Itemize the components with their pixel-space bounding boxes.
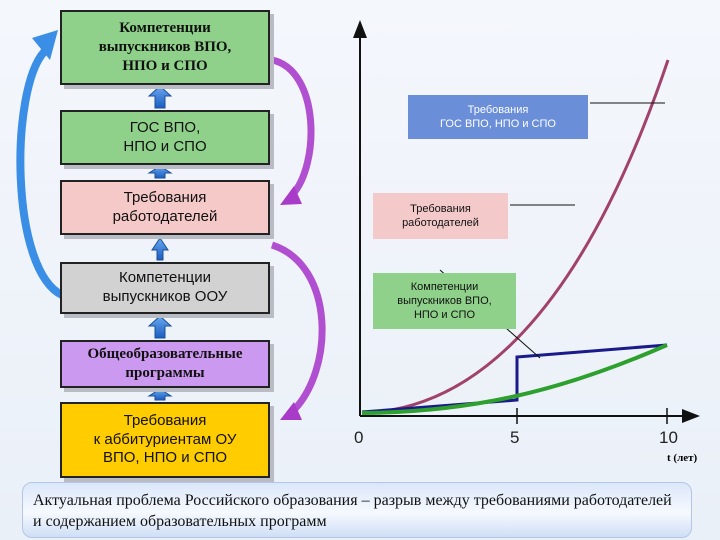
connector-arrows xyxy=(147,85,173,401)
box-competencies-oou: Компетенции выпускников ООУ xyxy=(60,262,270,314)
right-loop-arrowhead-upper xyxy=(280,186,302,205)
right-loop-arrow-lower xyxy=(270,241,326,415)
x-tick-label-0: 0 xyxy=(354,428,364,447)
left-loop-arrow xyxy=(16,48,66,299)
box-employer-requirements: Требования работодателей xyxy=(60,180,270,235)
box-applicant-requirements-text: Требования к аббитуриентам ОУ ВПО, НПО и… xyxy=(93,411,237,467)
box-competencies-vpo: Компетенции выпускников ВПО, НПО и СПО xyxy=(60,10,270,85)
graph-label-employer-requirements: Требования работодателей xyxy=(373,193,508,239)
box-gos: ГОС ВПО, НПО и СПО xyxy=(60,110,270,165)
program-curve xyxy=(361,343,668,415)
x-axis-label: t (лет) xyxy=(667,452,698,464)
box-employer-requirements-text: Требования работодателей xyxy=(112,188,218,225)
right-loop-arrowhead-lower xyxy=(280,402,302,420)
box-applicant-requirements: Требования к аббитуриентам ОУ ВПО, НПО и… xyxy=(60,402,270,478)
x-axis-arrowhead xyxy=(682,409,700,423)
conclusion-banner: Актуальная проблема Российского образова… xyxy=(22,482,692,538)
x-tick-label-10: 10 xyxy=(659,428,678,447)
graph-label-graduate-competencies: Компетенции выпускников ВПО, НПО и СПО xyxy=(373,273,516,329)
box-competencies-vpo-text: Компетенции выпускников ВПО, НПО и СПО xyxy=(98,20,232,74)
requirements-curve xyxy=(361,59,670,415)
y-axis-arrowhead xyxy=(353,20,367,38)
graph-label-gos-requirements: Требования ГОС ВПО, НПО и СПО xyxy=(408,95,588,139)
box-competencies-oou-text: Компетенции выпускников ООУ xyxy=(102,269,228,305)
x-tick-label-5: 5 xyxy=(510,428,520,447)
box-general-programs: Общеобразовательные программы xyxy=(60,340,270,388)
box-general-programs-text: Общеобразовательные программы xyxy=(87,346,243,381)
competence-staircase xyxy=(361,343,668,414)
box-gos-text: ГОС ВПО, НПО и СПО xyxy=(123,118,207,155)
right-loop-arrow-upper xyxy=(270,56,315,198)
left-loop-arrowhead xyxy=(32,30,58,60)
